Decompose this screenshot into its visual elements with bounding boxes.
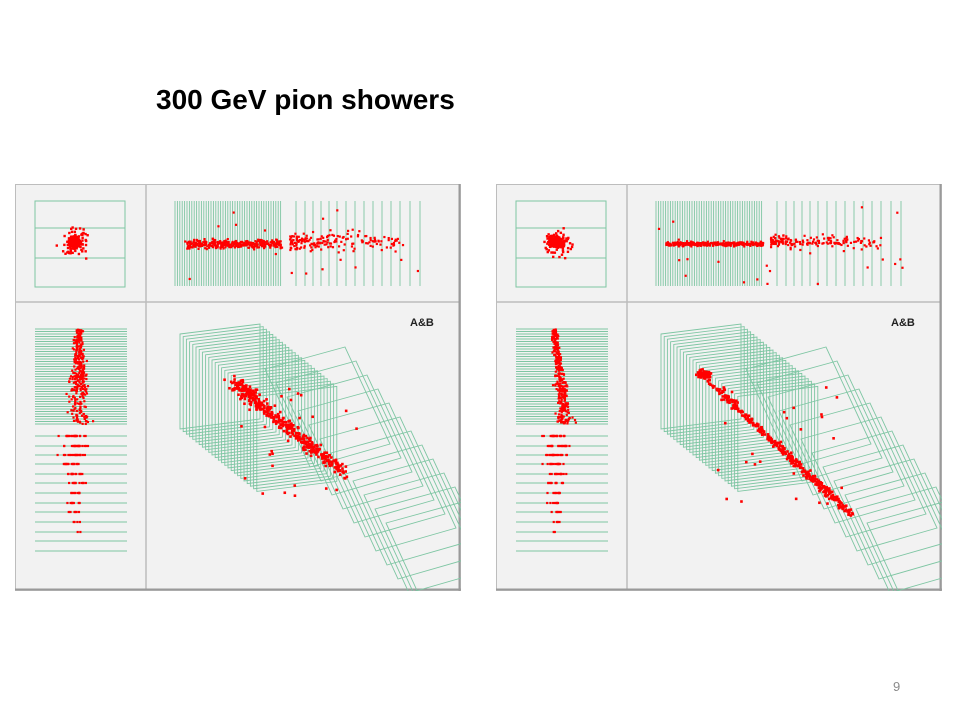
isometric-view-detector bbox=[179, 323, 461, 591]
event-display-right-canvas: A&B bbox=[496, 184, 942, 591]
slide-number: 9 bbox=[893, 679, 901, 694]
hit-points bbox=[543, 227, 574, 260]
view-label: A&B bbox=[410, 317, 434, 329]
hit-points bbox=[541, 328, 577, 534]
event-display-right: A&B bbox=[496, 184, 942, 591]
hit-points bbox=[56, 328, 95, 534]
view-label: A&B bbox=[891, 317, 915, 329]
hit-points bbox=[223, 374, 358, 497]
hit-points bbox=[694, 368, 855, 517]
slide-title: 300 GeV pion showers bbox=[156, 84, 455, 115]
hit-points bbox=[184, 209, 420, 281]
event-display-left: A&B bbox=[15, 184, 461, 591]
hit-points bbox=[55, 226, 89, 260]
hit-points bbox=[657, 206, 904, 286]
front-view-grid bbox=[515, 200, 607, 288]
event-display-left-canvas: A&B bbox=[15, 184, 461, 591]
